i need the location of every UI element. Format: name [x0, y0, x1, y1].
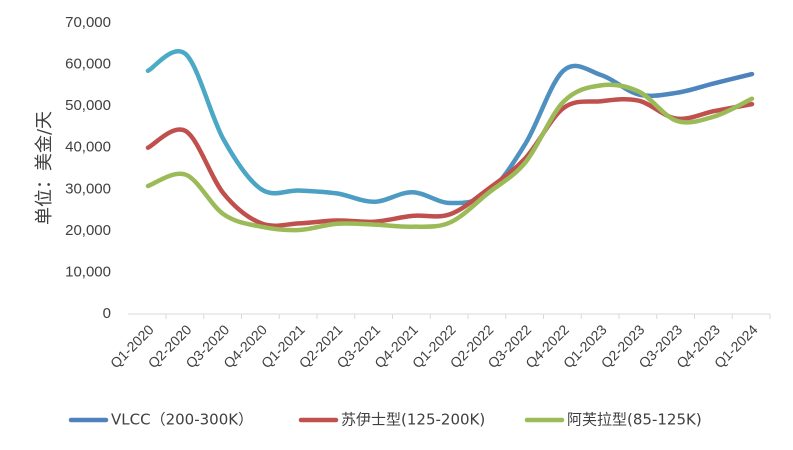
legend-item-aframax: 阿芙拉型(85-125K) — [524, 411, 702, 429]
legend-label: VLCC（200-300K） — [111, 411, 253, 429]
series-layer — [145, 49, 755, 233]
y-tick-label: 0 — [103, 305, 111, 322]
y-tick-label: 70,000 — [65, 14, 111, 31]
y-axis: 0 10,000 20,000 30,000 40,000 50,000 60,000 70,… — [65, 14, 111, 322]
legend-item-suezmax: 苏伊士型(125-200K) — [298, 411, 485, 429]
legend-item-vlcc: VLCC（200-300K） — [68, 411, 253, 429]
legend-label: 苏伊士型(125-200K) — [341, 411, 485, 429]
y-tick-label: 40,000 — [65, 139, 111, 156]
y-axis-label: 单位：美金/天 — [34, 111, 55, 225]
vlcc-series-line — [145, 49, 755, 206]
legend-label: 阿芙拉型(85-125K) — [567, 411, 702, 429]
x-axis: Q1-2020Q2-2020Q3-2020Q4-2020Q1-2021Q2-20… — [107, 313, 771, 371]
y-tick-label: 10,000 — [65, 263, 111, 280]
y-tick-label: 30,000 — [65, 180, 111, 197]
y-tick-label: 60,000 — [65, 56, 111, 73]
y-tick-label: 20,000 — [65, 222, 111, 239]
legend: VLCC（200-300K） 苏伊士型(125-200K) 阿芙拉型(85-125K… — [68, 411, 702, 429]
y-tick-label: 50,000 — [65, 97, 111, 114]
aframax-series-line — [145, 82, 755, 233]
suezmax-series-line — [145, 96, 755, 228]
